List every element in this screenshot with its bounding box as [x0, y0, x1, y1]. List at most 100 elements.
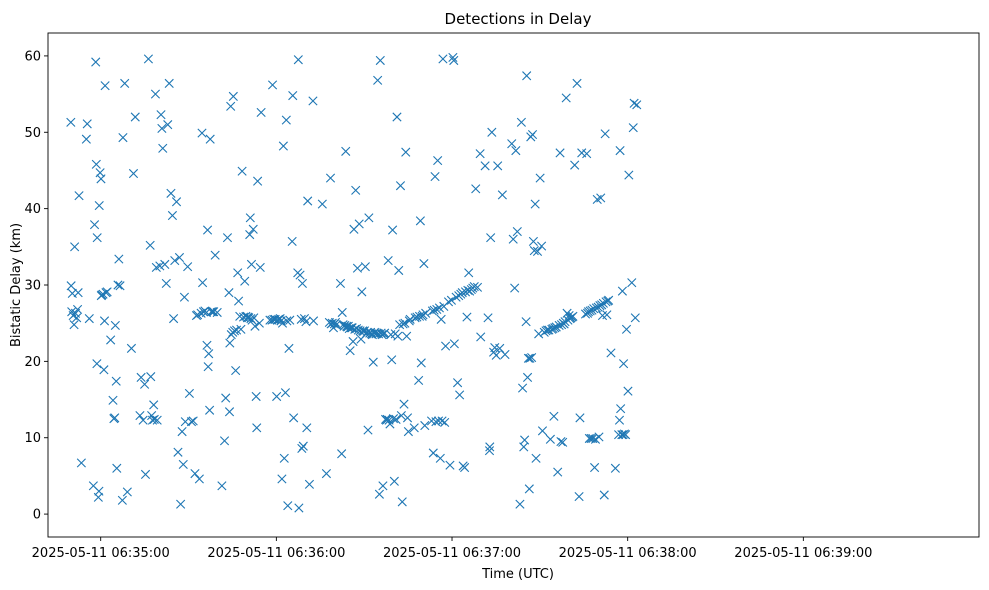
- data-point-marker: [391, 414, 401, 424]
- data-point-marker: [298, 441, 308, 451]
- data-point-marker: [414, 375, 424, 386]
- data-point-marker: [91, 159, 101, 169]
- data-point-marker: [462, 312, 472, 322]
- data-point-marker: [433, 155, 443, 166]
- data-point-marker: [632, 100, 642, 110]
- data-point-marker: [525, 353, 535, 363]
- data-point-marker: [455, 390, 465, 400]
- data-point-marker: [92, 359, 102, 369]
- data-point-marker: [463, 285, 473, 295]
- data-point-marker: [337, 449, 347, 459]
- data-point-marker: [173, 447, 183, 457]
- data-point-marker: [617, 430, 627, 440]
- data-point-marker: [437, 416, 447, 426]
- data-point-marker: [493, 161, 503, 171]
- data-point-marker: [522, 71, 532, 81]
- data-point-marker: [150, 89, 161, 99]
- data-point-marker: [436, 314, 446, 324]
- data-point-marker: [621, 324, 632, 334]
- data-point-marker: [500, 349, 510, 360]
- data-point-marker: [282, 316, 292, 326]
- y-axis-label: Bistatic Delay (km): [9, 223, 24, 347]
- data-point-marker: [527, 352, 537, 363]
- data-point-marker: [485, 442, 495, 452]
- data-point-marker: [321, 469, 332, 479]
- data-point-marker: [606, 348, 616, 358]
- data-point-marker: [373, 75, 383, 85]
- data-point-marker: [443, 297, 454, 307]
- data-point-marker: [430, 171, 440, 182]
- data-point-marker: [472, 282, 483, 292]
- data-point-marker: [621, 430, 631, 440]
- data-point-marker: [245, 213, 255, 223]
- data-point-marker: [535, 173, 545, 183]
- data-point-marker: [174, 252, 185, 263]
- data-point-marker: [212, 307, 222, 318]
- data-point-marker: [419, 259, 429, 269]
- data-point-marker: [233, 268, 243, 278]
- data-point-marker: [177, 427, 187, 437]
- data-point-marker: [118, 133, 128, 143]
- data-point-marker: [112, 463, 122, 473]
- data-point-marker: [440, 417, 450, 428]
- data-point-marker: [398, 319, 408, 329]
- data-point-marker: [511, 146, 521, 156]
- data-point-marker: [111, 376, 121, 386]
- data-point-marker: [395, 320, 405, 330]
- data-point-marker: [495, 343, 505, 353]
- data-point-marker: [449, 55, 459, 66]
- data-point-marker: [253, 176, 263, 186]
- data-point-marker: [186, 417, 197, 427]
- data-point-marker: [409, 423, 419, 433]
- data-point-marker: [289, 413, 299, 423]
- data-point-marker: [308, 96, 318, 106]
- data-point-marker: [377, 330, 387, 340]
- data-point-marker: [429, 305, 439, 315]
- data-point-marker: [146, 372, 156, 382]
- data-point-marker: [272, 391, 282, 402]
- y-tick-label: 50: [24, 126, 41, 141]
- data-point-marker: [164, 78, 174, 88]
- data-point-marker: [387, 355, 397, 365]
- chart-title: Detections in Delay: [445, 10, 592, 28]
- data-point-marker: [531, 453, 541, 463]
- x-axis-ticks: 2025-05-11 06:35:00 2025-05-11 06:36:00 20…: [32, 537, 872, 561]
- data-point-marker: [435, 453, 445, 463]
- data-point-marker: [551, 322, 561, 332]
- data-point-marker: [521, 317, 531, 327]
- data-point-marker: [149, 414, 159, 424]
- data-point-marker: [604, 295, 614, 305]
- data-point-marker: [209, 307, 219, 317]
- y-tick-label: 20: [24, 355, 41, 370]
- data-point-marker: [171, 197, 182, 207]
- data-point-marker: [617, 286, 627, 296]
- data-point-marker: [143, 54, 154, 64]
- data-point-marker: [401, 147, 411, 157]
- data-point-marker: [596, 193, 606, 203]
- data-point-marker: [325, 173, 336, 183]
- data-point-marker: [197, 128, 207, 138]
- data-point-marker: [623, 386, 633, 396]
- data-point-marker: [231, 365, 241, 376]
- data-point-marker: [524, 484, 534, 494]
- data-point-marker: [81, 134, 91, 144]
- data-point-marker: [530, 199, 540, 209]
- data-point-marker: [601, 297, 611, 307]
- data-point-marker: [582, 149, 592, 159]
- data-point-marker: [340, 320, 350, 331]
- data-point-marker: [570, 160, 580, 170]
- data-point-marker: [217, 481, 227, 491]
- data-point-marker: [278, 141, 288, 151]
- data-point-marker: [602, 310, 612, 320]
- data-point-marker: [72, 304, 83, 315]
- data-point-marker: [360, 262, 370, 272]
- data-point-marker: [254, 318, 264, 328]
- data-point-marker: [416, 358, 426, 368]
- data-point-marker: [628, 123, 638, 133]
- data-point-marker: [515, 499, 525, 509]
- data-point-marker: [486, 233, 496, 243]
- data-point-marker: [507, 139, 517, 149]
- data-point-marker: [354, 219, 364, 229]
- data-point-marker: [89, 220, 100, 230]
- data-point-marker: [102, 287, 112, 297]
